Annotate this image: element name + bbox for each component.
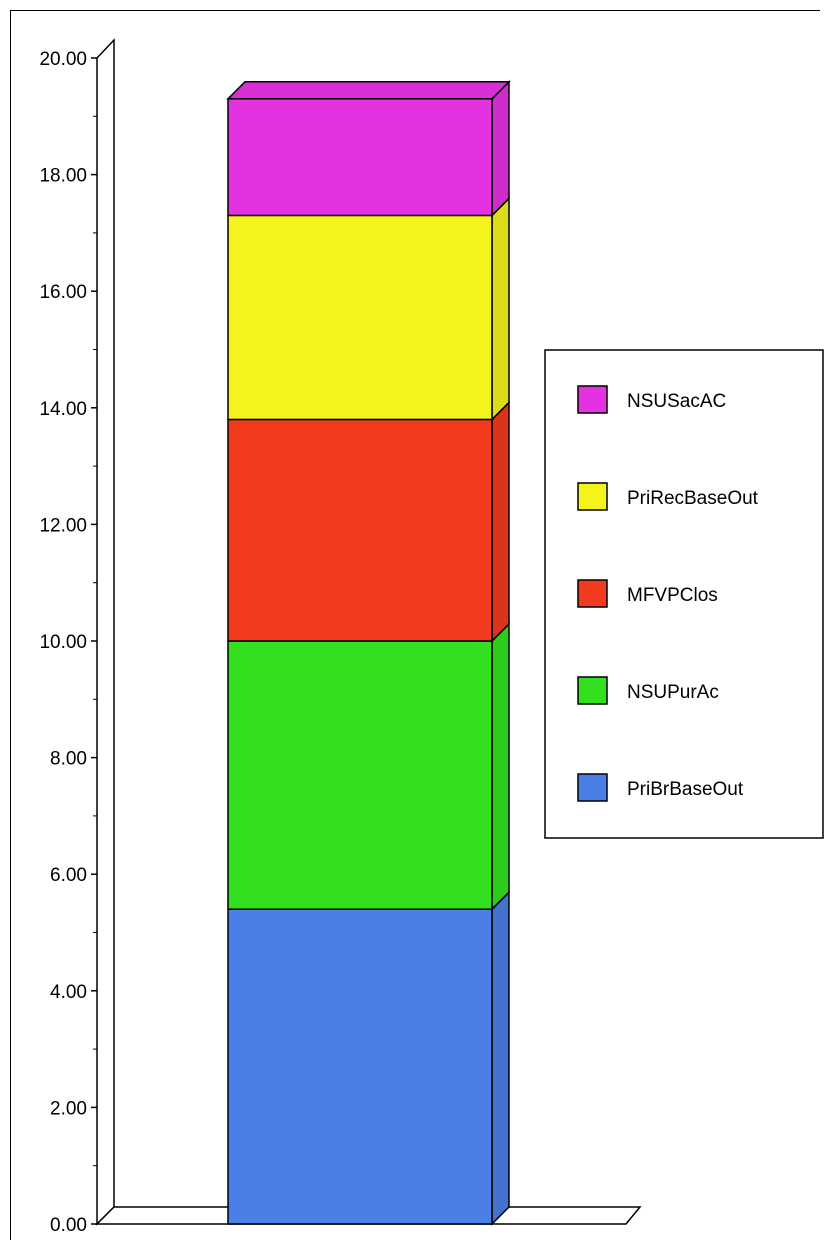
legend-label: PriRecBaseOut — [627, 488, 759, 509]
bar-segment-side — [491, 400, 510, 643]
legend-label: NSUSacAC — [627, 391, 726, 412]
y-tick-label: 16.00 — [39, 282, 87, 303]
y-tick-label: 4.00 — [50, 982, 87, 1003]
bar-segment-side — [491, 196, 510, 422]
y-axis-wall — [96, 38, 115, 1226]
bar-segment-prirecbaseout — [227, 214, 493, 421]
legend-swatch — [577, 676, 608, 705]
legend-label: PriBrBaseOut — [627, 779, 744, 800]
bar-segment-side — [491, 890, 510, 1226]
y-tick-label: 10.00 — [39, 632, 87, 653]
bar-segment-side — [491, 79, 510, 218]
y-tick-label: 14.00 — [39, 399, 87, 420]
legend-swatch — [577, 482, 608, 511]
bar-top-face — [226, 81, 511, 100]
legend-label: NSUPurAc — [627, 682, 719, 703]
legend-swatch — [577, 579, 608, 608]
y-tick-label: 0.00 — [50, 1215, 87, 1236]
bar-segment-mfvpclos — [227, 418, 493, 642]
legend-swatch — [577, 773, 608, 802]
chart-frame — [10, 10, 820, 1240]
bar-segment-side — [491, 622, 510, 911]
bar-segment-nsupurac — [227, 640, 493, 910]
y-tick-label: 8.00 — [50, 749, 87, 770]
y-tick-label: 18.00 — [39, 166, 87, 187]
y-tick-label: 12.00 — [39, 515, 87, 536]
bar-segment-nsusacac — [227, 98, 493, 217]
legend-swatch — [577, 385, 608, 414]
y-tick-label: 2.00 — [50, 1098, 87, 1119]
legend-label: MFVPClos — [627, 585, 718, 606]
legend: NSUSacAC PriRecBaseOut MFVPClos NSUPurAc Pri… — [544, 349, 824, 839]
y-tick-label: 6.00 — [50, 865, 87, 886]
bar-layer — [226, 79, 511, 1226]
bar-segment-pribrbaseout — [227, 908, 493, 1225]
y-tick-label: 20.00 — [39, 49, 87, 70]
